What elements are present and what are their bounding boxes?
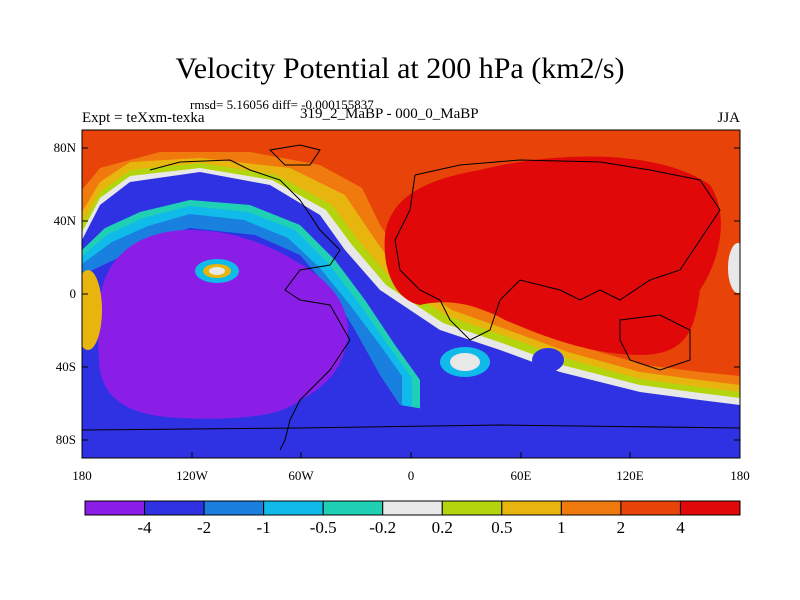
coastlines <box>82 144 740 451</box>
lon-label-120e: 120E <box>616 468 644 483</box>
colorbar-swatch <box>441 500 503 516</box>
colorbar-swatch <box>144 500 205 516</box>
lat-label-40s: 40S <box>55 359 76 374</box>
colorbar <box>84 500 741 516</box>
australia-coastline <box>619 314 691 371</box>
axis-ticks <box>81 147 741 458</box>
eurasia-africa-coastline <box>394 159 721 341</box>
experiment-label: Expt = teXxm-texka <box>82 110 205 126</box>
lon-label-120w: 120W <box>176 468 208 483</box>
colorbar-swatch <box>620 500 681 516</box>
colorbar-label: 2 <box>616 518 626 537</box>
season-label: JJA <box>717 110 740 126</box>
americas-coastline <box>149 159 351 451</box>
east-pacific-high-center <box>209 267 225 275</box>
indian-ocean-minimum <box>532 348 564 372</box>
lon-label-60e: 60E <box>510 468 532 483</box>
lon-label-180w: 180 <box>72 468 92 483</box>
colorbar-swatch <box>84 500 146 516</box>
lat-label-80n: 80N <box>53 140 76 155</box>
map-field <box>82 130 740 458</box>
lat-label-0: 0 <box>69 286 77 301</box>
colorbar-swatch <box>203 500 265 516</box>
colorbar-label: -4 <box>137 518 152 537</box>
colorbar-swatch <box>679 500 741 516</box>
colorbar-label: 0.5 <box>491 518 513 537</box>
colorbar-label: 1 <box>557 518 566 537</box>
colorbar-label: -1 <box>256 518 271 537</box>
band-min <box>98 230 349 419</box>
colorbar-swatch <box>560 500 622 516</box>
colorbar-swatch <box>501 500 562 516</box>
rmsd-stats: rmsd= 5.16056 diff= -0.000155837 <box>190 97 374 112</box>
band-max <box>384 156 721 355</box>
plot-title: Velocity Potential at 200 hPa (km2/s) <box>175 52 625 85</box>
lat-label-40n: 40N <box>53 213 76 228</box>
lon-label-60w: 60W <box>288 468 314 483</box>
lon-label-0: 0 <box>407 468 415 483</box>
colorbar-label: -2 <box>196 518 212 537</box>
colorbar-swatch <box>382 500 443 516</box>
lat-label-80s: 80S <box>55 432 76 447</box>
colorbar-label: 4 <box>676 518 685 537</box>
colorbar-label: -0.5 <box>309 518 337 537</box>
antarctica-coastline <box>82 424 740 431</box>
south-atlantic-core <box>450 353 480 371</box>
colorbar-swatch <box>322 500 384 516</box>
greenland-coastline <box>268 144 321 166</box>
dateline-east-feature <box>728 243 740 293</box>
colorbar-label: -0.2 <box>369 518 397 537</box>
colorbar-swatch <box>263 500 324 516</box>
lon-label-180e: 180 <box>730 468 750 483</box>
dateline-west-feature <box>82 270 102 350</box>
colorbar-label: 0.2 <box>431 518 453 537</box>
comparison-label: 319_2_MaBP - 000_0_MaBP <box>300 106 479 122</box>
